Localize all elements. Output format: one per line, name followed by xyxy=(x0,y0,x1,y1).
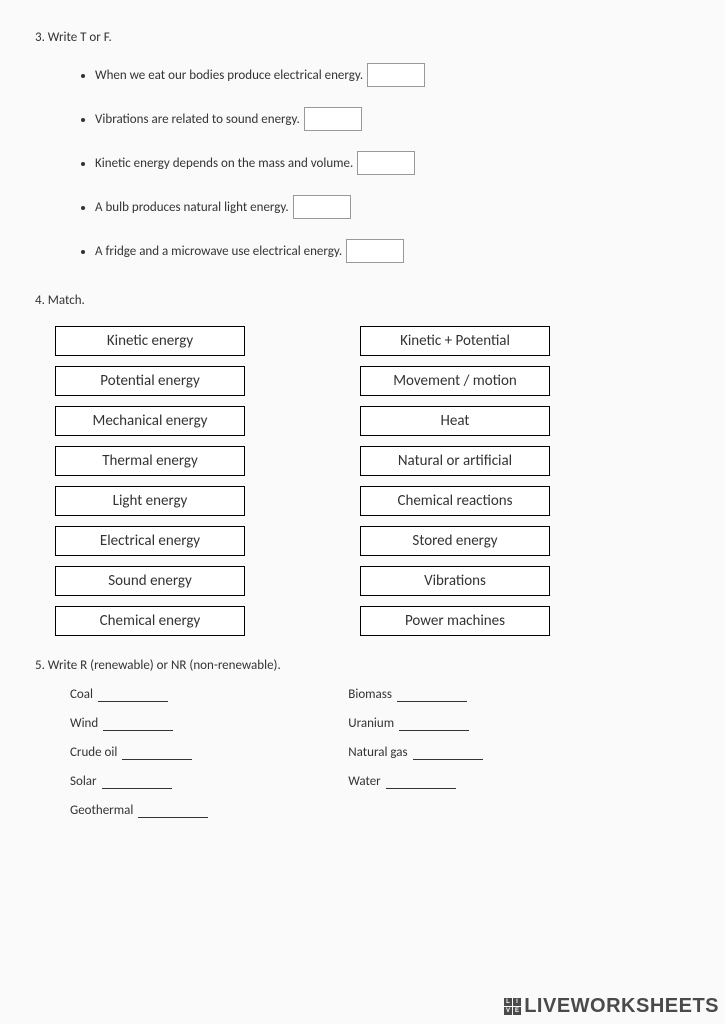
match-item[interactable]: Thermal energy xyxy=(55,446,245,476)
question-5: 5. Write R (renewable) or NR (non-renewa… xyxy=(35,658,690,818)
liveworksheets-icon: LIVE xyxy=(504,998,521,1015)
renewable-label: Crude oil xyxy=(70,745,117,760)
match-item[interactable]: Heat xyxy=(360,406,550,436)
match-item[interactable]: Chemical energy xyxy=(55,606,245,636)
match-item[interactable]: Movement / motion xyxy=(360,366,550,396)
match-item[interactable]: Potential energy xyxy=(55,366,245,396)
q3-list: When we eat our bodies produce electrica… xyxy=(35,63,690,263)
match-grid: Kinetic energy Potential energy Mechanic… xyxy=(35,326,690,636)
blank-input[interactable] xyxy=(399,730,469,731)
q4-title: 4. Match. xyxy=(35,293,690,308)
renewable-item: Solar xyxy=(70,774,208,789)
match-left-column: Kinetic energy Potential energy Mechanic… xyxy=(55,326,245,636)
match-right-column: Kinetic + Potential Movement / motion He… xyxy=(360,326,550,636)
watermark: LIVE LIVEWORKSHEETS xyxy=(504,995,719,1018)
tf-input[interactable] xyxy=(293,195,351,219)
renewable-item: Coal xyxy=(70,687,208,702)
tf-item: Kinetic energy depends on the mass and v… xyxy=(95,151,690,175)
match-item[interactable]: Natural or artificial xyxy=(360,446,550,476)
q3-title: 3. Write T or F. xyxy=(35,30,690,45)
renewable-item: Geothermal xyxy=(70,803,208,818)
renewable-right-column: Biomass Uranium Natural gas Water xyxy=(348,687,482,818)
renewable-item: Biomass xyxy=(348,687,482,702)
blank-input[interactable] xyxy=(98,701,168,702)
blank-input[interactable] xyxy=(122,759,192,760)
renewable-label: Coal xyxy=(70,687,93,702)
renewable-item: Crude oil xyxy=(70,745,208,760)
match-item[interactable]: Stored energy xyxy=(360,526,550,556)
tf-item: A bulb produces natural light energy. xyxy=(95,195,690,219)
tf-item: Vibrations are related to sound energy. xyxy=(95,107,690,131)
blank-input[interactable] xyxy=(397,701,467,702)
match-item[interactable]: Light energy xyxy=(55,486,245,516)
renewable-label: Wind xyxy=(70,716,98,731)
blank-input[interactable] xyxy=(102,788,172,789)
renewable-label: Uranium xyxy=(348,716,394,731)
renewable-item: Natural gas xyxy=(348,745,482,760)
match-item[interactable]: Electrical energy xyxy=(55,526,245,556)
blank-input[interactable] xyxy=(413,759,483,760)
tf-item: A fridge and a microwave use electrical … xyxy=(95,239,690,263)
renewable-label: Geothermal xyxy=(70,803,133,818)
match-item[interactable]: Sound energy xyxy=(55,566,245,596)
tf-statement: A bulb produces natural light energy. xyxy=(95,200,289,215)
tf-item: When we eat our bodies produce electrica… xyxy=(95,63,690,87)
renewable-left-column: Coal Wind Crude oil Solar Geothermal xyxy=(70,687,208,818)
tf-statement: Vibrations are related to sound energy. xyxy=(95,112,300,127)
match-item[interactable]: Kinetic + Potential xyxy=(360,326,550,356)
question-3: 3. Write T or F. When we eat our bodies … xyxy=(35,30,690,263)
renewable-item: Uranium xyxy=(348,716,482,731)
match-item[interactable]: Mechanical energy xyxy=(55,406,245,436)
tf-input[interactable] xyxy=(304,107,362,131)
blank-input[interactable] xyxy=(386,788,456,789)
renewable-grid: Coal Wind Crude oil Solar Geothermal Bio… xyxy=(35,687,690,818)
tf-input[interactable] xyxy=(367,63,425,87)
tf-statement: When we eat our bodies produce electrica… xyxy=(95,68,363,83)
renewable-label: Solar xyxy=(70,774,97,789)
renewable-item: Wind xyxy=(70,716,208,731)
renewable-label: Water xyxy=(348,774,380,789)
match-item[interactable]: Chemical reactions xyxy=(360,486,550,516)
blank-input[interactable] xyxy=(138,817,208,818)
tf-input[interactable] xyxy=(346,239,404,263)
match-item[interactable]: Vibrations xyxy=(360,566,550,596)
renewable-label: Biomass xyxy=(348,687,392,702)
blank-input[interactable] xyxy=(103,730,173,731)
renewable-item: Water xyxy=(348,774,482,789)
renewable-label: Natural gas xyxy=(348,745,407,760)
tf-input[interactable] xyxy=(357,151,415,175)
question-4: 4. Match. Kinetic energy Potential energ… xyxy=(35,293,690,636)
q5-title: 5. Write R (renewable) or NR (non-renewa… xyxy=(35,658,690,673)
match-item[interactable]: Kinetic energy xyxy=(55,326,245,356)
watermark-text: LIVEWORKSHEETS xyxy=(524,995,719,1018)
tf-statement: A fridge and a microwave use electrical … xyxy=(95,244,342,259)
match-item[interactable]: Power machines xyxy=(360,606,550,636)
tf-statement: Kinetic energy depends on the mass and v… xyxy=(95,156,353,171)
